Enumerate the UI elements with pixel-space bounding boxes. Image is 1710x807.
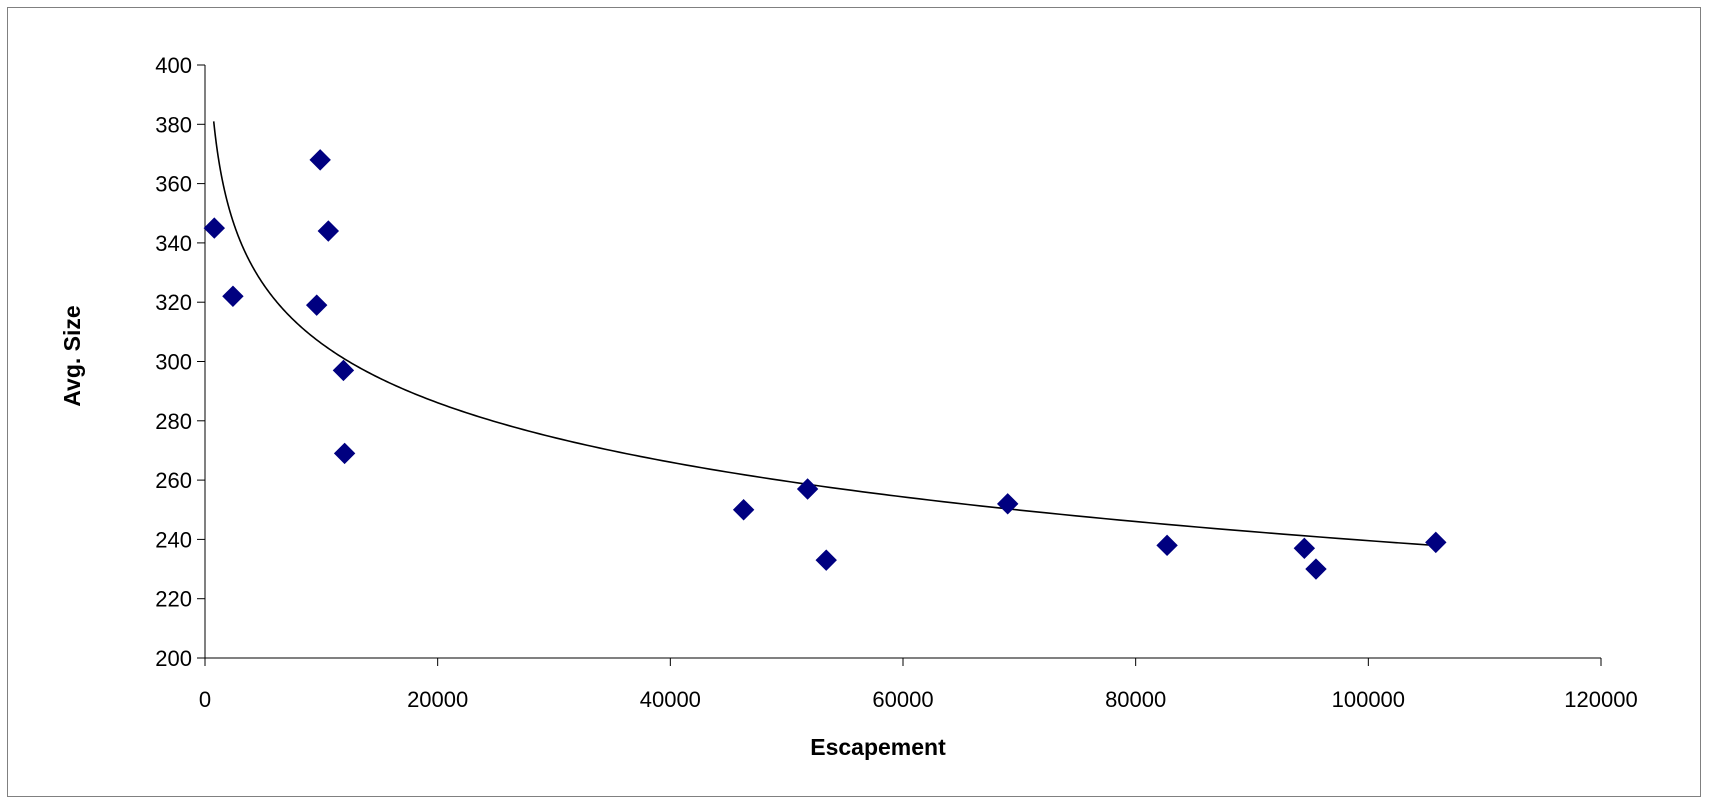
y-tick-label: 240 (155, 527, 192, 552)
y-tick-label: 220 (155, 587, 192, 612)
trendline-layer (212, 121, 1436, 547)
data-point (333, 442, 356, 465)
x-tick-label: 120000 (1564, 687, 1637, 712)
data-point (203, 217, 226, 239)
data-point (332, 359, 355, 382)
x-axis-title: Escapement (810, 734, 946, 760)
chart-frame (7, 7, 1701, 797)
data-point (222, 285, 244, 307)
y-tick-label: 260 (155, 468, 192, 493)
axes: 200 220 240 260 280 300 320 340 360 380 400 0 20000 4… (155, 53, 1637, 712)
y-tick-label: 400 (155, 53, 192, 78)
y-tick-label: 360 (155, 172, 192, 197)
y-tick-label: 300 (155, 350, 192, 375)
x-tick-label: 40000 (640, 687, 701, 712)
data-point (815, 549, 837, 571)
data-point (1293, 537, 1316, 560)
y-tick-label: 280 (155, 409, 192, 434)
y-tick-label: 200 (155, 646, 192, 671)
x-tick-label: 20000 (407, 687, 468, 712)
x-tick-label: 60000 (872, 687, 933, 712)
data-point (1156, 534, 1178, 557)
y-tick-label: 320 (155, 290, 192, 315)
data-point (1305, 558, 1327, 580)
y-axis-title: Avg. Size (59, 305, 85, 406)
data-points (203, 149, 1447, 580)
y-tick-label: 380 (155, 112, 192, 137)
trendline (212, 121, 1436, 547)
x-tick-label: 100000 (1332, 687, 1405, 712)
data-point (1425, 531, 1447, 554)
data-point (305, 294, 328, 316)
data-point (309, 149, 331, 171)
y-tick-label: 340 (155, 231, 192, 256)
x-tick-label: 80000 (1105, 687, 1166, 712)
data-point (796, 478, 819, 500)
data-point (317, 220, 340, 242)
data-point (996, 493, 1019, 515)
data-point (732, 499, 755, 521)
x-tick-label: 0 (199, 687, 211, 712)
